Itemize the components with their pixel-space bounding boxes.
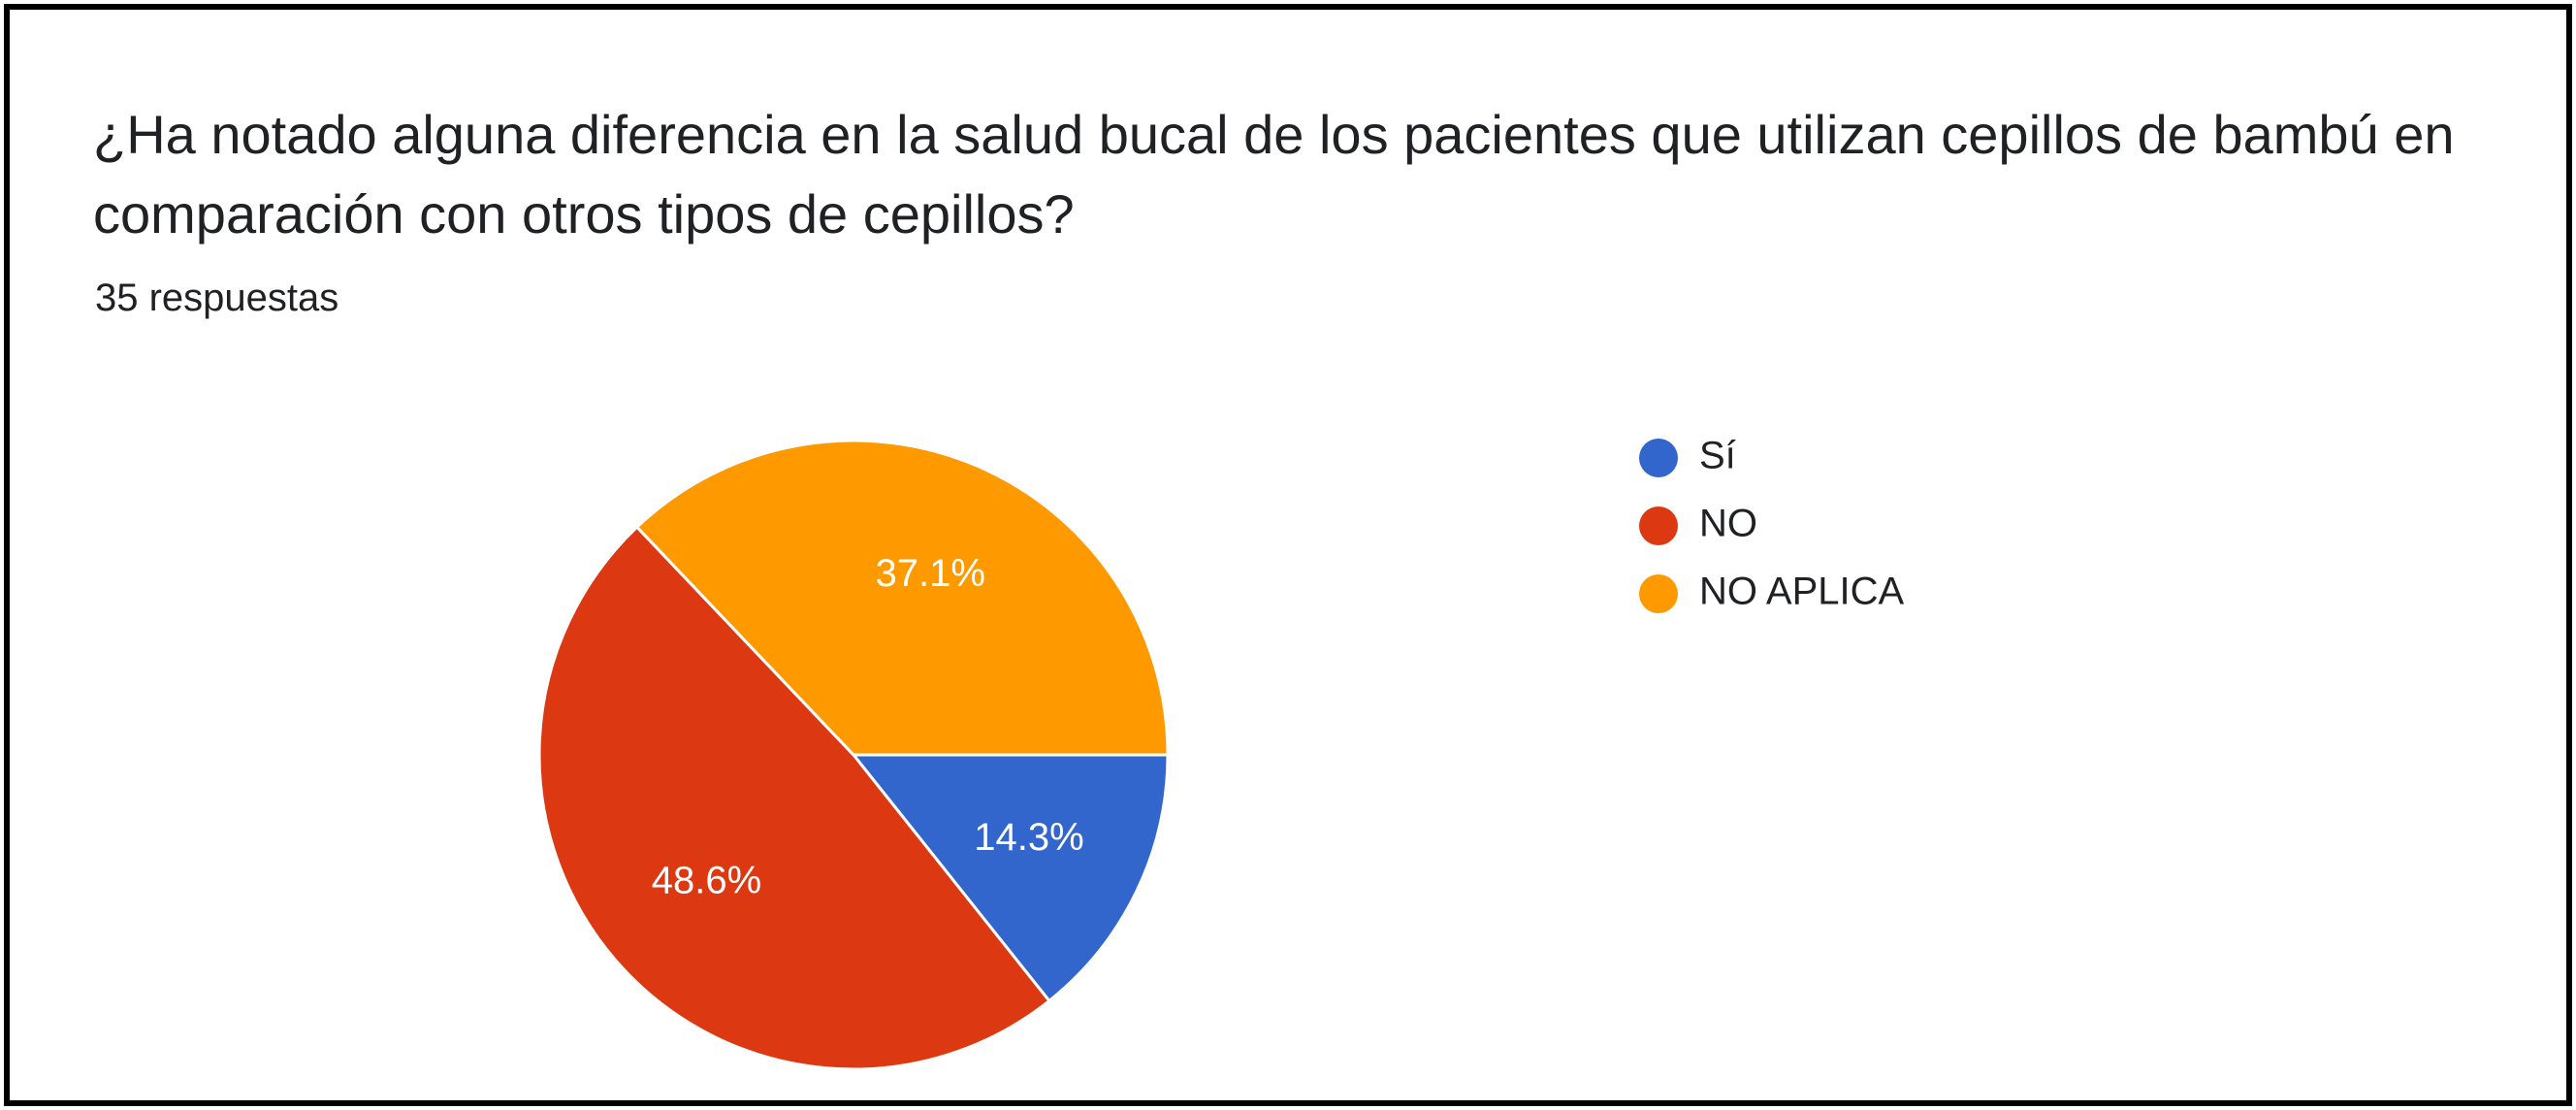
pie-slice-2[interactable]	[537, 525, 1051, 1071]
chart-title: ¿Ha notado alguna diferencia en la salud…	[93, 104, 2455, 245]
legend-item[interactable]: NO APLICA	[1639, 571, 1905, 613]
legend-swatch	[1639, 439, 1678, 477]
legend-label: NO	[1699, 503, 1757, 545]
response-count: 35 respuestas	[95, 277, 339, 319]
pie-slice-labels: 14.3% 48.6% 37.1%	[652, 552, 1084, 902]
pie-slice-label: 14.3%	[974, 816, 1083, 859]
legend-label: NO APLICA	[1699, 571, 1905, 613]
pie-chart: 14.3% 48.6% 37.1% Sí NO NO APLICA	[537, 435, 1905, 1071]
chart-card: ¿Ha notado alguna diferencia en la salud…	[4, 4, 2572, 1106]
legend-swatch	[1639, 574, 1678, 613]
pie-slice-3[interactable]	[634, 439, 1170, 757]
legend-swatch	[1639, 506, 1678, 545]
pie-slice-1[interactable]	[850, 753, 1170, 1003]
legend-item[interactable]: NO	[1639, 503, 1757, 545]
pie-slice-label: 48.6%	[652, 859, 761, 901]
pie-slices	[537, 439, 1170, 1071]
pie-slice-label: 37.1%	[875, 552, 984, 595]
legend-label: Sí	[1699, 435, 1736, 477]
chart-legend: Sí NO NO APLICA	[1639, 435, 1905, 613]
legend-item[interactable]: Sí	[1639, 435, 1736, 477]
